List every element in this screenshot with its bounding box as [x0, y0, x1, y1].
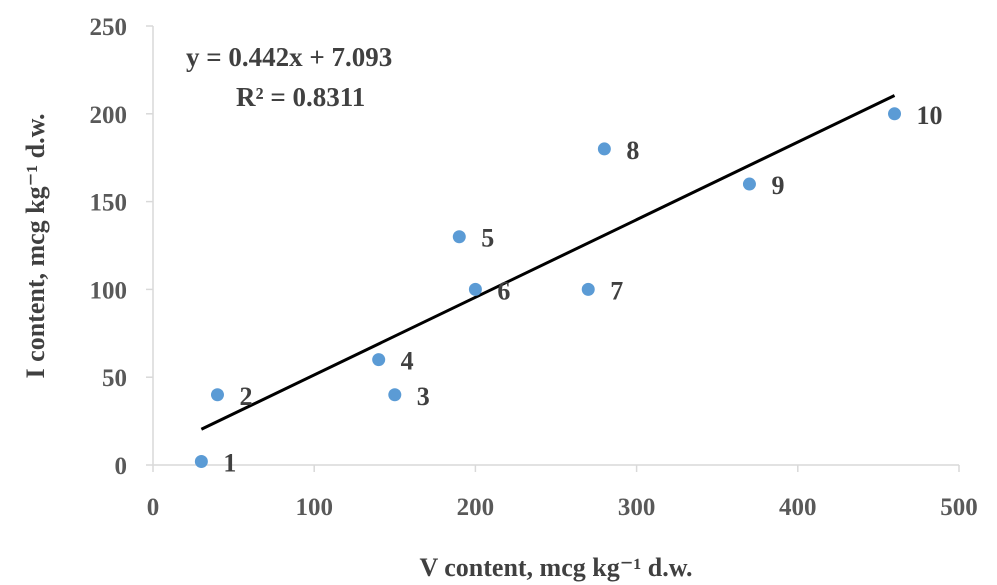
data-point — [742, 177, 756, 191]
y-tick-label: 250 — [90, 14, 128, 41]
x-tick-labels: 0 100 200 300 400 500 — [147, 465, 978, 521]
x-tick-label: 100 — [295, 494, 333, 521]
trendline — [200, 94, 896, 431]
y-tick-label: 0 — [115, 453, 128, 480]
point-label: 1 — [223, 448, 236, 477]
point-label: 4 — [401, 347, 414, 376]
y-tick-labels: 0 50 100 150 200 250 — [90, 14, 153, 480]
point-label: 8 — [626, 136, 639, 165]
point-label: 5 — [481, 224, 494, 253]
data-point — [388, 388, 402, 402]
y-tick-label: 150 — [90, 190, 128, 217]
trendline-equation: y = 0.442x + 7.093 — [186, 42, 392, 72]
x-tick-label: 200 — [457, 494, 495, 521]
y-tick-label: 200 — [90, 102, 128, 129]
data-point — [194, 454, 208, 468]
data-point — [888, 107, 902, 121]
axes — [152, 26, 959, 466]
y-axis-title: I content, mcg kg⁻¹ d.w. — [21, 114, 50, 379]
x-tick-label: 500 — [940, 494, 978, 521]
data-points — [194, 107, 902, 468]
point-label: 3 — [417, 382, 430, 411]
data-point — [372, 353, 386, 367]
r-squared-label: R² = 0.8311 — [236, 82, 365, 112]
data-point — [597, 142, 611, 156]
data-point — [468, 282, 482, 296]
x-tick-label: 300 — [618, 494, 656, 521]
x-tick-label: 400 — [779, 494, 817, 521]
data-point — [581, 282, 595, 296]
point-label: 2 — [239, 382, 252, 411]
x-tick-label: 0 — [147, 494, 160, 521]
data-point — [452, 230, 466, 244]
data-point — [210, 388, 224, 402]
y-tick-label: 100 — [90, 277, 128, 304]
point-label: 7 — [610, 276, 623, 305]
x-axis-title: V content, mcg kg⁻¹ d.w. — [419, 553, 692, 582]
point-label: 10 — [917, 101, 943, 130]
point-label: 9 — [771, 171, 784, 200]
y-tick-label: 50 — [102, 365, 127, 392]
point-label: 6 — [497, 276, 510, 305]
